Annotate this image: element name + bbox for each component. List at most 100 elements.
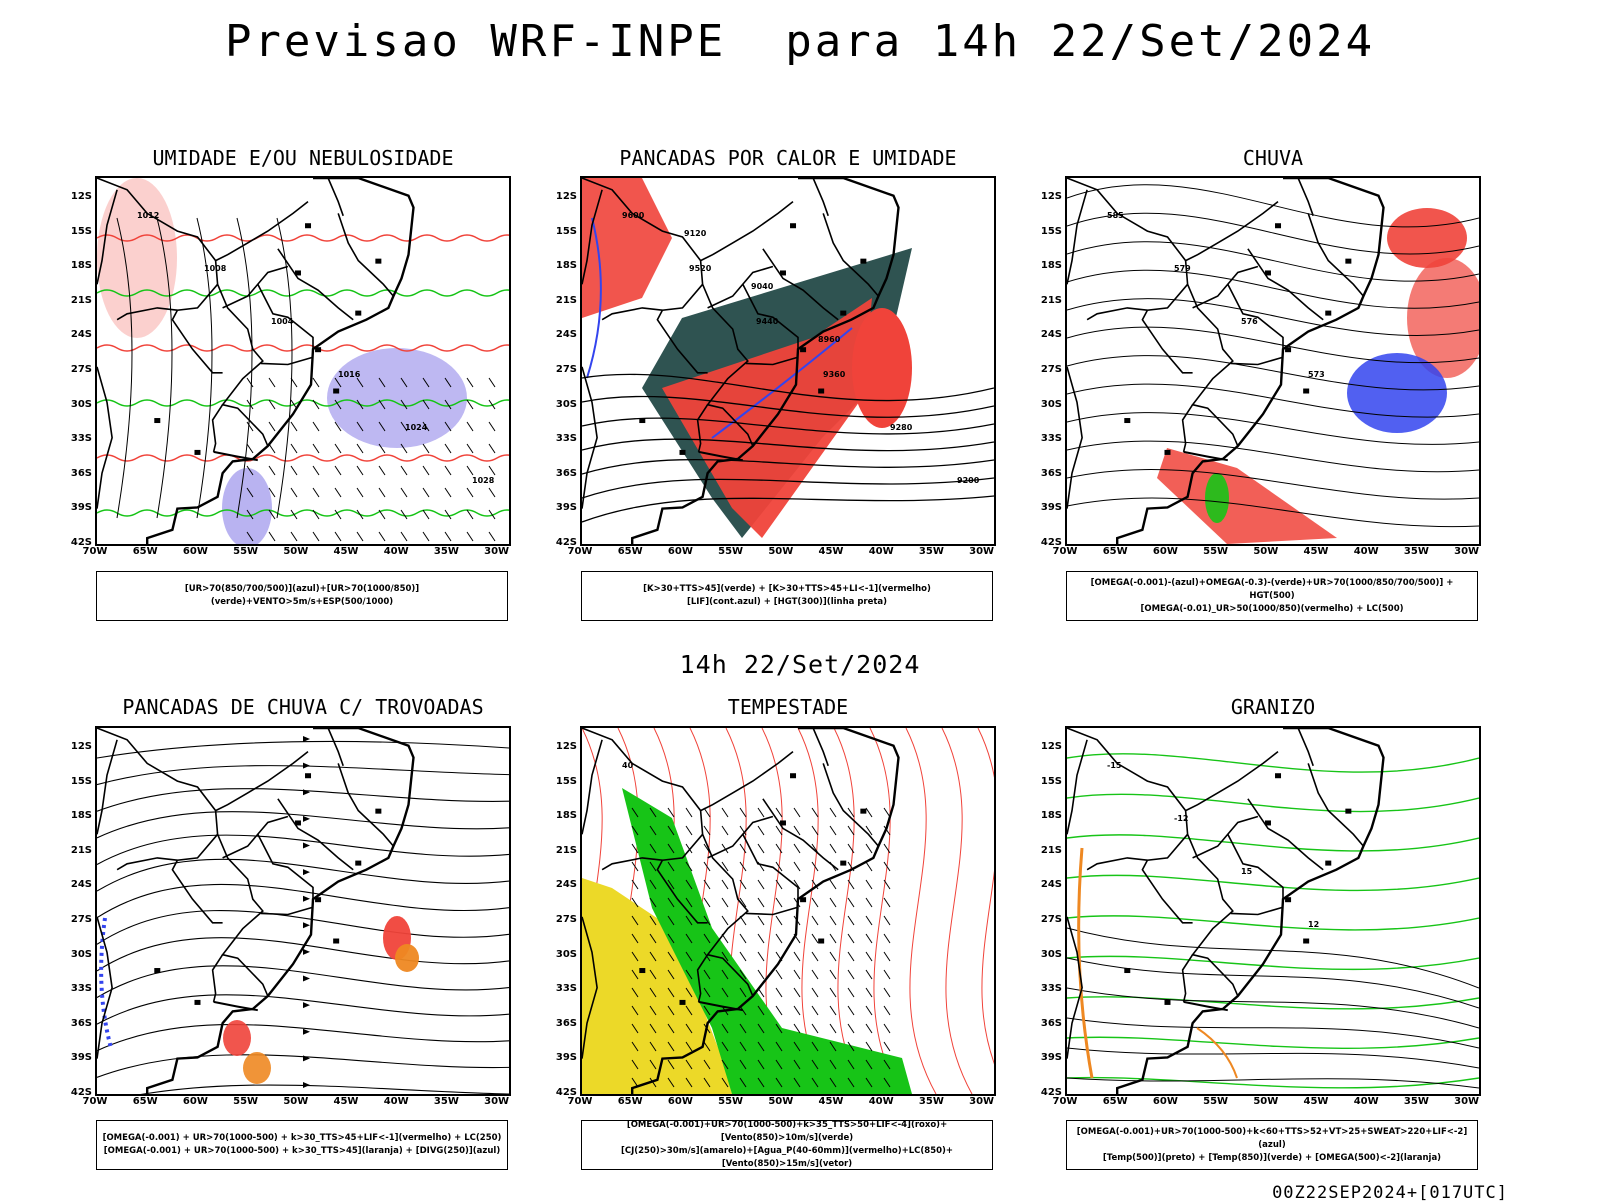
wind-vector — [775, 915, 783, 926]
thunderstorm-orange — [395, 944, 419, 972]
longitude-label: 30W — [969, 1096, 995, 1107]
wind-vector — [378, 399, 386, 410]
forecast-map — [95, 726, 511, 1096]
lake-marker — [375, 258, 382, 264]
wind-vector — [811, 879, 819, 890]
state-border — [1230, 906, 1283, 916]
wind-vector — [488, 487, 496, 498]
latitude-label: 36S — [1040, 1017, 1062, 1029]
wind-vector — [703, 1041, 711, 1052]
lake-marker — [1345, 258, 1352, 264]
wind-vector — [811, 951, 819, 962]
wind-vector — [685, 879, 693, 890]
state-border — [337, 763, 395, 847]
latitude-label: 36S — [555, 1017, 577, 1029]
river-plate — [698, 450, 743, 462]
state-border — [327, 178, 344, 217]
wind-vector — [883, 969, 891, 980]
coastline — [1116, 178, 1385, 544]
wind-vector — [703, 861, 711, 872]
legend-line: [OMEGA(-0.001)+UR>70(1000-500)+k>35_TTS>… — [626, 1120, 948, 1143]
latitude-label: 21S — [1040, 844, 1062, 856]
state-border — [1297, 728, 1314, 767]
longitude-label: 45W — [818, 546, 844, 557]
wind-vector — [865, 1005, 873, 1016]
streamline — [1067, 241, 1479, 282]
wind-vector — [466, 421, 474, 432]
wind-vector — [865, 969, 873, 980]
wind-vector — [400, 487, 408, 498]
wind-vector — [649, 951, 657, 962]
state-border — [260, 356, 313, 366]
state-border — [1307, 763, 1365, 847]
wind-vector — [378, 465, 386, 476]
wind-vector — [703, 987, 711, 998]
streamline-arrow — [303, 895, 310, 902]
panel-legend: [UR>70(850/700/500)](azul)+[UR>70(1000/8… — [96, 571, 508, 621]
wind-vector — [422, 443, 430, 454]
lake-marker — [355, 310, 362, 316]
river-plate — [1183, 1000, 1228, 1012]
lifted-condensation-contour — [869, 728, 901, 1094]
wind-vector — [703, 1059, 711, 1070]
forecast-map: 40 — [580, 726, 996, 1096]
wind-vector — [793, 1077, 801, 1088]
forecast-time-label: 14h 22/Set/2024 — [679, 650, 921, 679]
wind-vector — [793, 825, 801, 836]
lake-marker — [294, 270, 301, 276]
wind-vector — [739, 879, 747, 890]
latitude-label: 27S — [70, 364, 92, 375]
streamline — [1067, 269, 1479, 309]
wind-vector — [246, 531, 254, 542]
latitude-label: 12S — [70, 741, 92, 752]
state-border — [1192, 265, 1259, 309]
temperature-850-contour — [1067, 955, 1479, 971]
lake-marker — [305, 223, 312, 229]
wind-vector — [444, 531, 452, 542]
temperature-500-contour — [1067, 1047, 1479, 1069]
latitude-label: 18S — [1040, 260, 1062, 272]
wind-vector — [488, 465, 496, 476]
wind-vector — [847, 1041, 855, 1052]
longitude-label: 30W — [484, 546, 510, 557]
longitude-label: 40W — [1353, 546, 1379, 557]
wind-vector — [739, 807, 747, 818]
state-border — [582, 189, 603, 285]
contour-label: 573 — [1308, 370, 1325, 379]
streamline-arrow — [303, 815, 310, 822]
streamline-arrow — [303, 762, 310, 769]
wind-vector — [721, 807, 729, 818]
wind-vector — [883, 1005, 891, 1016]
legend-line: [OMEGA(-0.001) + UR>70(1000-500) + k>30_… — [102, 1133, 502, 1143]
lake-marker — [315, 347, 322, 353]
wind-vector — [793, 1023, 801, 1034]
wind-vector — [703, 1077, 711, 1088]
lake-marker — [840, 310, 847, 316]
wind-vector — [649, 879, 657, 890]
wind-vector — [703, 843, 711, 854]
wind-vector — [685, 933, 693, 944]
latitude-label: 24S — [70, 329, 92, 341]
longitude-label: 30W — [969, 546, 995, 557]
lake-marker — [1325, 860, 1332, 866]
wind-vector — [685, 951, 693, 962]
wind-vector — [811, 1077, 819, 1088]
wind-vector — [847, 1005, 855, 1016]
wind-vector — [721, 825, 729, 836]
wind-vector — [829, 1059, 837, 1070]
streamline-arrow — [303, 736, 310, 742]
wind-vector — [703, 969, 711, 980]
wind-vector — [356, 399, 364, 410]
latitude-label: 30S — [70, 398, 92, 410]
wind-vector — [757, 843, 765, 854]
wind-vector — [775, 987, 783, 998]
streamline-arrow — [303, 842, 310, 849]
forecast-map: 1012 1008 1004 1016 1024 1028 — [95, 176, 511, 546]
wind-vector — [334, 487, 342, 498]
state-border — [1086, 307, 1148, 321]
lake-marker — [1264, 270, 1271, 276]
wind-vector — [847, 897, 855, 908]
contour-label: 585 — [1107, 211, 1124, 220]
wind-vector — [883, 1023, 891, 1034]
wind-vector — [312, 487, 320, 498]
